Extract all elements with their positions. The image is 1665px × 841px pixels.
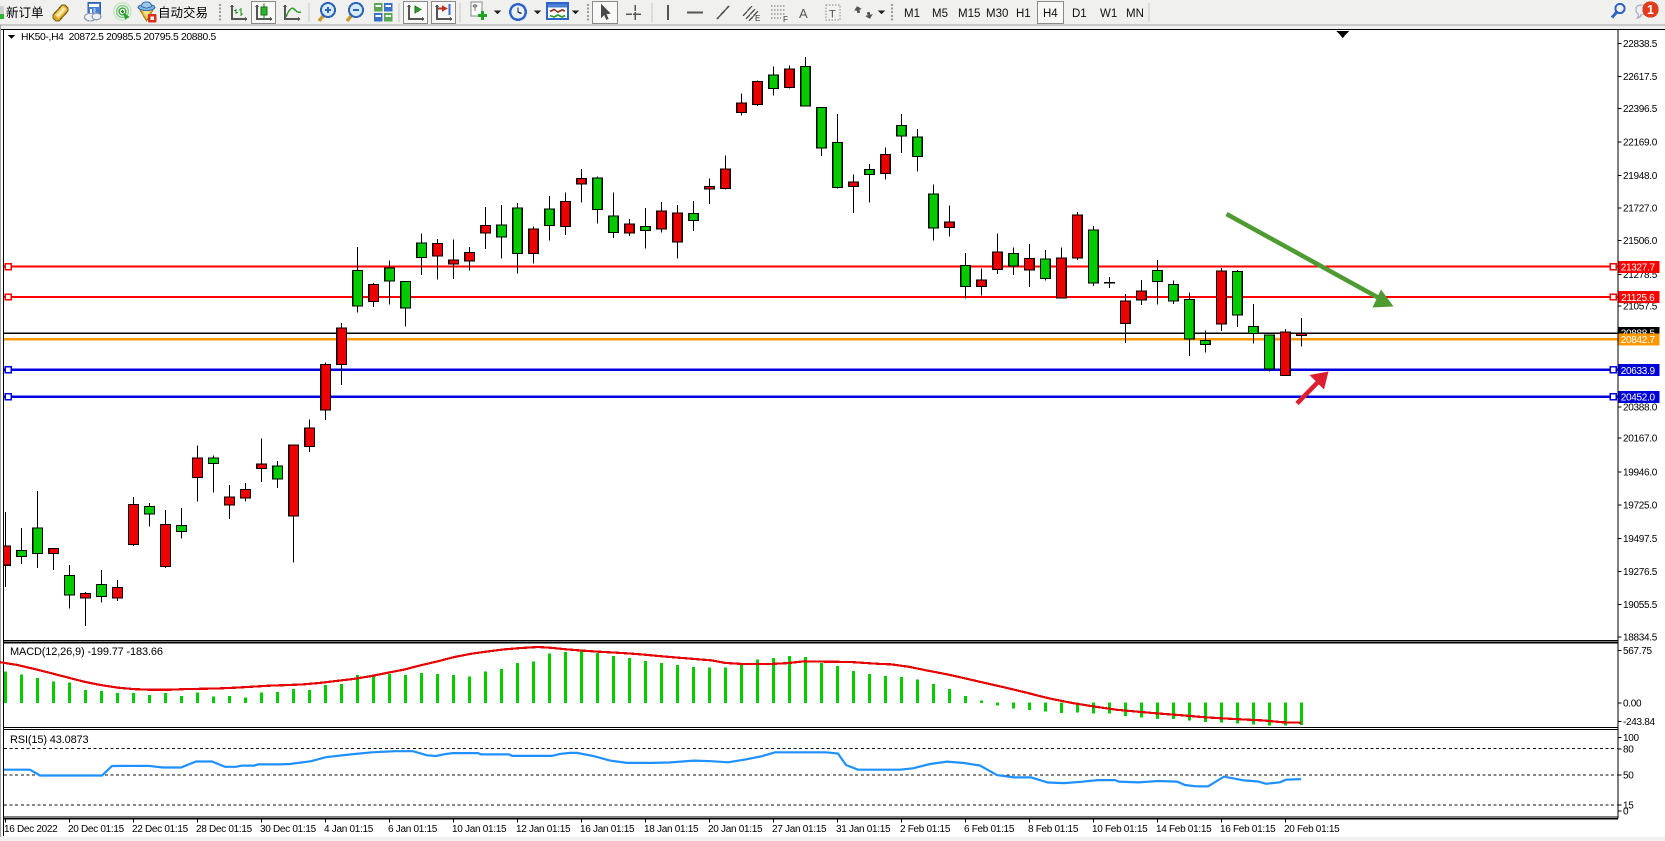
svg-text:20 Feb 01:15: 20 Feb 01:15 [1284, 824, 1340, 835]
svg-text:D1: D1 [1072, 8, 1087, 20]
svg-text:0.00: 0.00 [1623, 698, 1642, 709]
svg-text:10 Feb 01:15: 10 Feb 01:15 [1092, 824, 1148, 835]
svg-text:19497.5: 19497.5 [1623, 534, 1658, 545]
svg-text:2 Feb 01:15: 2 Feb 01:15 [900, 824, 951, 835]
svg-text:21327.7: 21327.7 [1621, 263, 1656, 274]
svg-text:6 Feb 01:15: 6 Feb 01:15 [964, 824, 1015, 835]
svg-text:F: F [783, 15, 788, 24]
svg-text:M30: M30 [986, 8, 1008, 20]
svg-text:E: E [755, 14, 760, 23]
svg-text:19276.5: 19276.5 [1623, 567, 1658, 578]
svg-text:14 Feb 01:15: 14 Feb 01:15 [1156, 824, 1212, 835]
svg-text:30 Dec 01:15: 30 Dec 01:15 [260, 824, 317, 835]
svg-text:22169.0: 22169.0 [1623, 138, 1658, 149]
svg-text:567.75: 567.75 [1623, 646, 1653, 657]
svg-text:18 Jan 01:15: 18 Jan 01:15 [644, 824, 699, 835]
svg-text:20842.7: 20842.7 [1621, 335, 1656, 346]
svg-text:100: 100 [1623, 733, 1640, 744]
svg-text:50: 50 [1623, 771, 1634, 782]
svg-text:22838.5: 22838.5 [1623, 39, 1658, 50]
svg-text:0: 0 [1623, 807, 1629, 818]
svg-text:21727.0: 21727.0 [1623, 204, 1658, 215]
svg-text:A: A [799, 6, 808, 21]
svg-text:自动交易: 自动交易 [158, 5, 208, 20]
svg-text:T: T [829, 9, 836, 21]
svg-text:10 Jan 01:15: 10 Jan 01:15 [452, 824, 507, 835]
svg-text:H1: H1 [1016, 8, 1031, 20]
svg-text:15: 15 [1623, 801, 1634, 812]
svg-text:31 Jan 01:15: 31 Jan 01:15 [836, 824, 891, 835]
svg-text:4 Jan 01:15: 4 Jan 01:15 [324, 824, 374, 835]
svg-text:27 Jan 01:15: 27 Jan 01:15 [772, 824, 827, 835]
svg-text:16 Feb 01:15: 16 Feb 01:15 [1220, 824, 1276, 835]
svg-text:12 Jan 01:15: 12 Jan 01:15 [516, 824, 571, 835]
svg-text:M15: M15 [958, 8, 980, 20]
svg-text:8 Feb 01:15: 8 Feb 01:15 [1028, 824, 1079, 835]
svg-text:22 Dec 01:15: 22 Dec 01:15 [132, 824, 189, 835]
svg-text:22396.5: 22396.5 [1623, 104, 1658, 115]
svg-text:20 Dec 01:15: 20 Dec 01:15 [68, 824, 125, 835]
svg-text:HK50-,H4 20872.5 20985.5 2079: HK50-,H4 20872.5 20985.5 20795.5 20880.5 [21, 32, 216, 43]
svg-text:MN: MN [1126, 8, 1144, 20]
svg-text:20167.0: 20167.0 [1623, 434, 1658, 445]
svg-text:22617.5: 22617.5 [1623, 72, 1658, 83]
svg-text:18834.5: 18834.5 [1623, 633, 1658, 644]
svg-text:21278.5: 21278.5 [1623, 270, 1658, 281]
svg-text:19055.5: 19055.5 [1623, 600, 1658, 611]
svg-text:21506.0: 21506.0 [1623, 236, 1658, 247]
svg-text:21057.5: 21057.5 [1623, 302, 1658, 313]
svg-text:MACD(12,26,9) -199.77 -183.66: MACD(12,26,9) -199.77 -183.66 [10, 646, 163, 658]
svg-text:19725.0: 19725.0 [1623, 501, 1658, 512]
svg-text:W1: W1 [1100, 8, 1117, 20]
svg-text:19946.0: 19946.0 [1623, 468, 1658, 479]
svg-text:1: 1 [1647, 3, 1654, 17]
svg-text:20388.0: 20388.0 [1623, 403, 1658, 414]
svg-text:RSI(15) 43.0873: RSI(15) 43.0873 [10, 734, 88, 746]
svg-text:21125.6: 21125.6 [1621, 293, 1655, 304]
svg-text:M5: M5 [932, 8, 948, 20]
svg-text:20452.0: 20452.0 [1621, 393, 1656, 404]
svg-text:28 Dec 01:15: 28 Dec 01:15 [196, 824, 253, 835]
svg-text:-243.84: -243.84 [1623, 717, 1656, 728]
svg-text:16 Dec 2022: 16 Dec 2022 [4, 824, 58, 835]
svg-text:6 Jan 01:15: 6 Jan 01:15 [388, 824, 438, 835]
svg-text:80: 80 [1623, 745, 1634, 756]
svg-text:20 Jan 01:15: 20 Jan 01:15 [708, 824, 763, 835]
svg-text:21948.0: 21948.0 [1623, 171, 1658, 182]
svg-text:M1: M1 [904, 8, 920, 20]
svg-text:H4: H4 [1043, 8, 1058, 20]
svg-text:16 Jan 01:15: 16 Jan 01:15 [580, 824, 635, 835]
svg-text:20633.9: 20633.9 [1621, 366, 1656, 377]
svg-text:新订单: 新订单 [6, 5, 44, 20]
